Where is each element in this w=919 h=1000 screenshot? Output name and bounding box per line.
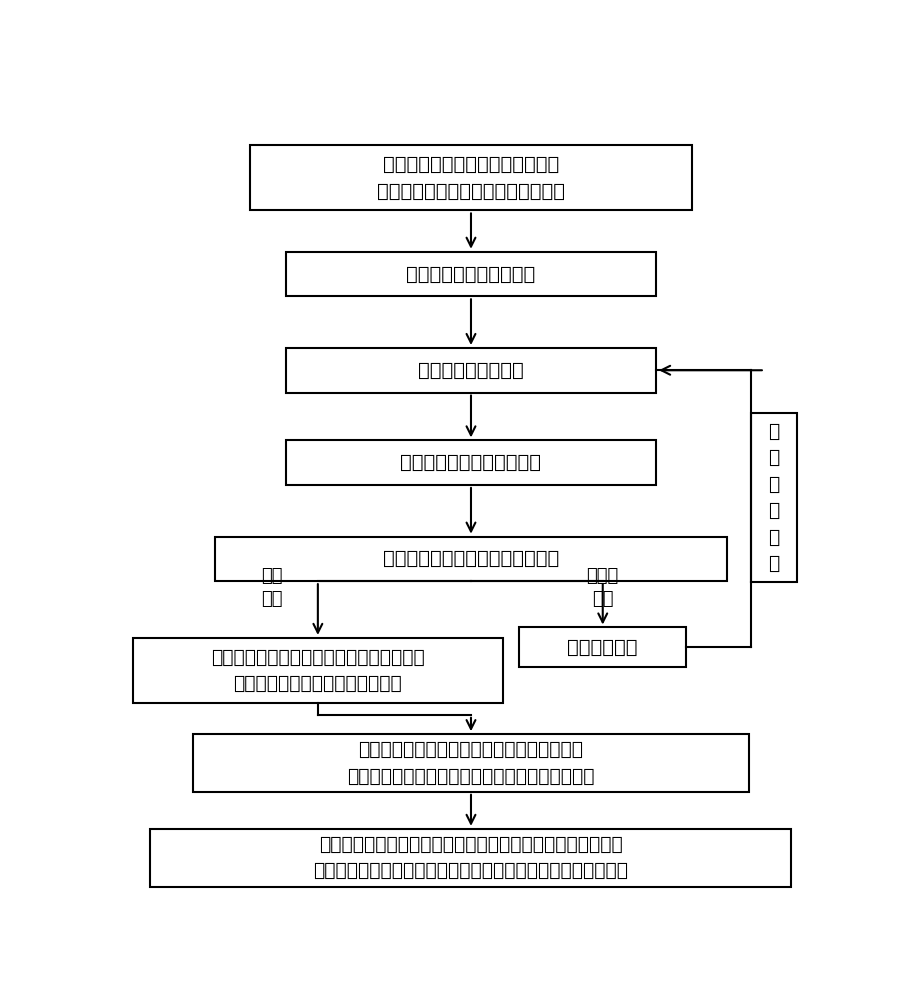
Text: 采用波动方程进行正演模拟: 采用波动方程进行正演模拟 — [401, 453, 541, 472]
Text: 重
新
进
行
模
拟: 重 新 进 行 模 拟 — [768, 422, 779, 573]
Text: 根据提取的地震散射波场变化，建立由地震散射波场反演地质
介质属性参数与结构，推断和分析实际地质介质的岩石物理特性: 根据提取的地震散射波场变化，建立由地震散射波场反演地质 介质属性参数与结构，推断… — [313, 835, 629, 880]
Text: 模拟结果与实际情况进行对比分析: 模拟结果与实际情况进行对比分析 — [383, 549, 559, 568]
Text: 选择合适的模型参数: 选择合适的模型参数 — [418, 361, 524, 380]
Text: 重新修改模型: 重新修改模型 — [568, 638, 638, 657]
FancyBboxPatch shape — [286, 440, 656, 485]
Text: 满足
要求: 满足 要求 — [261, 567, 282, 608]
FancyBboxPatch shape — [151, 829, 791, 887]
Text: 计算实际地震记录和正演模型地震响应的差
提取地质介质地震响应的散射波场: 计算实际地震记录和正演模型地震响应的差 提取地质介质地震响应的散射波场 — [211, 648, 425, 693]
FancyBboxPatch shape — [193, 734, 749, 792]
FancyBboxPatch shape — [250, 145, 692, 210]
FancyBboxPatch shape — [132, 638, 503, 703]
Text: 根据不同地层情况，调整参考介质模型的参数
观测由地下不均匀体扰动引起的地震散射波场变化: 根据不同地层情况，调整参考介质模型的参数 观测由地下不均匀体扰动引起的地震散射波… — [347, 740, 595, 786]
Text: 根据合适的资料建立模型: 根据合适的资料建立模型 — [406, 264, 536, 284]
FancyBboxPatch shape — [751, 413, 797, 582]
Text: 不满足
要求: 不满足 要求 — [586, 567, 618, 608]
FancyBboxPatch shape — [519, 627, 686, 667]
Text: 根据岩石物理理论对估算基质模量
进一步估算不同条件下的纵横波速度: 根据岩石物理理论对估算基质模量 进一步估算不同条件下的纵横波速度 — [377, 155, 565, 200]
FancyBboxPatch shape — [286, 348, 656, 393]
FancyBboxPatch shape — [215, 537, 728, 581]
FancyBboxPatch shape — [286, 252, 656, 296]
